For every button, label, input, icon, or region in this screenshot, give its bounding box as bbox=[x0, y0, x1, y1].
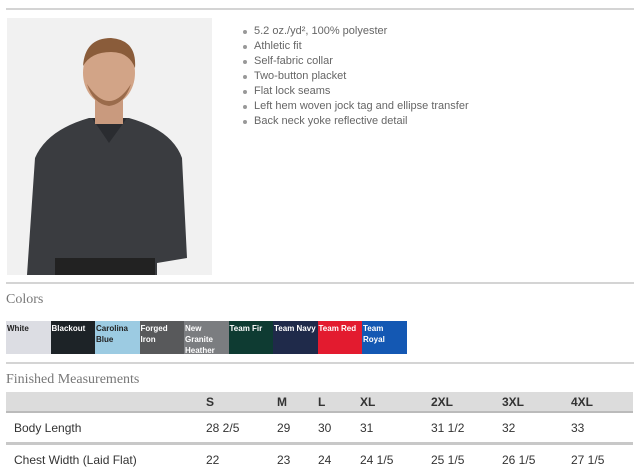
cell: 29 bbox=[277, 412, 318, 445]
color-swatch[interactable]: Team Red bbox=[317, 321, 362, 354]
cell: 26 1/5 bbox=[502, 452, 536, 467]
cell: 24 bbox=[318, 452, 332, 467]
feature-item: Athletic fit bbox=[242, 39, 469, 54]
color-swatch-label: Forged Iron bbox=[140, 324, 168, 344]
cell: 24 1/5 bbox=[360, 452, 394, 467]
feature-item: Left hem woven jock tag and ellipse tran… bbox=[242, 99, 469, 114]
feature-item: Two-button placket bbox=[242, 69, 469, 84]
row-label: Body Length bbox=[6, 412, 206, 445]
cell: 22 bbox=[206, 452, 220, 467]
divider bbox=[6, 362, 634, 364]
color-swatch[interactable]: Forged Iron bbox=[139, 321, 184, 354]
header-cell bbox=[6, 392, 206, 413]
feature-item: Flat lock seams bbox=[242, 84, 469, 99]
table-header-row: S M L XL 2XL 3XL 4XL bbox=[6, 392, 633, 413]
feature-item: Self-fabric collar bbox=[242, 54, 469, 69]
product-photo bbox=[7, 18, 212, 275]
color-swatch[interactable]: Team Navy bbox=[273, 321, 318, 354]
color-swatch-label: New Granite Heather bbox=[185, 324, 215, 355]
header-cell: S bbox=[206, 392, 277, 413]
cell: 25 1/5 bbox=[431, 452, 465, 467]
color-swatch-label: Team Red bbox=[318, 324, 357, 333]
cell: 23 bbox=[277, 452, 291, 467]
cell: 30 bbox=[318, 412, 360, 445]
header-cell: 4XL bbox=[571, 392, 633, 413]
cell: 28 2/5 bbox=[206, 412, 277, 445]
divider bbox=[6, 282, 634, 284]
color-swatch-label: Team Fir bbox=[229, 324, 263, 333]
color-swatch-label: Team Navy bbox=[274, 324, 316, 333]
cell: 33 bbox=[571, 412, 633, 445]
color-swatch[interactable]: New Granite Heather bbox=[184, 321, 229, 355]
color-swatch-label: White bbox=[7, 324, 29, 333]
color-swatch[interactable]: White bbox=[6, 321, 51, 354]
header-cell: XL bbox=[360, 392, 431, 413]
feature-list: 5.2 oz./yd², 100% polyester Athletic fit… bbox=[242, 24, 469, 129]
cell: 32 bbox=[502, 412, 571, 445]
color-swatch-label: Carolina Blue bbox=[96, 324, 129, 344]
table-row: Chest Width (Laid Flat) 22 23 24 24 1/5 … bbox=[6, 444, 633, 475]
color-swatch[interactable]: Team Fir bbox=[228, 321, 273, 354]
measurements-heading: Finished Measurements bbox=[6, 372, 140, 387]
feature-item: 5.2 oz./yd², 100% polyester bbox=[242, 24, 469, 39]
cell: 31 bbox=[360, 412, 431, 445]
row-label: Chest Width (Laid Flat) bbox=[14, 452, 137, 467]
top-divider bbox=[6, 8, 634, 10]
color-swatch[interactable]: Carolina Blue bbox=[95, 321, 140, 354]
measurements-table: S M L XL 2XL 3XL 4XL Body Length 28 2/5 … bbox=[6, 392, 633, 474]
cell: 31 1/2 bbox=[431, 412, 502, 445]
cell: 27 1/5 bbox=[571, 452, 605, 467]
feature-item: Back neck yoke reflective detail bbox=[242, 114, 469, 129]
colors-heading: Colors bbox=[6, 292, 44, 307]
header-cell: M bbox=[277, 392, 318, 413]
color-swatch-label: Blackout bbox=[51, 324, 86, 333]
color-swatch[interactable]: Team Royal bbox=[362, 321, 407, 354]
header-cell: 3XL bbox=[502, 392, 571, 413]
color-swatches: White Blackout Carolina Blue Forged Iron New… bbox=[6, 321, 407, 355]
header-cell: L bbox=[318, 392, 360, 413]
color-swatch-label: Team Royal bbox=[363, 324, 385, 344]
color-swatch[interactable]: Blackout bbox=[50, 321, 95, 354]
table-row: Body Length 28 2/5 29 30 31 31 1/2 32 33 bbox=[6, 412, 633, 445]
header-cell: 2XL bbox=[431, 392, 502, 413]
